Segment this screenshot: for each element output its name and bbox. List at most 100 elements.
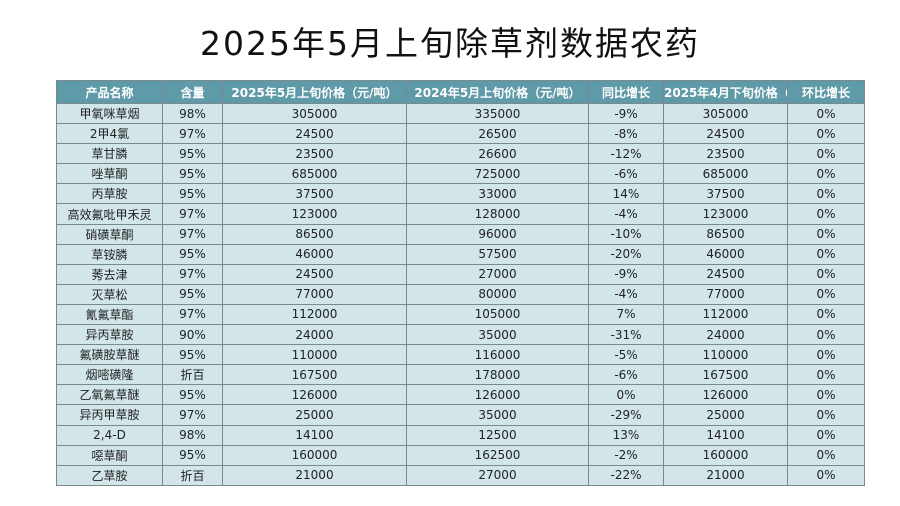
page-title: 2025年5月上旬除草剂数据农药	[200, 24, 700, 63]
cell-yoy-growth: -10%	[588, 223, 664, 245]
cell-price-2024-may-early: 128000	[406, 203, 589, 225]
cell-yoy-growth: -6%	[588, 163, 664, 185]
cell-price-2025-apr-late: 24000	[663, 324, 788, 346]
cell-content: 98%	[162, 102, 223, 125]
cell-content: 95%	[162, 243, 223, 265]
cell-mom-growth: 0%	[787, 324, 865, 346]
cell-yoy-growth: 13%	[588, 424, 664, 446]
cell-mom-growth: 0%	[787, 102, 865, 125]
cell-price-2025-may-early: 21000	[222, 464, 407, 486]
cell-mom-growth: 0%	[787, 123, 865, 145]
cell-content: 95%	[162, 283, 223, 305]
cell-price-2025-may-early: 24500	[222, 263, 407, 285]
cell-content: 折百	[162, 464, 223, 486]
cell-product-name: 灭草松	[56, 283, 163, 305]
cell-content: 95%	[162, 344, 223, 366]
cell-price-2024-may-early: 12500	[406, 424, 589, 446]
cell-mom-growth: 0%	[787, 223, 865, 245]
cell-content: 97%	[162, 223, 223, 245]
cell-content: 95%	[162, 384, 223, 406]
herbicide-price-table: 产品名称 含量 2025年5月上旬价格（元/吨） 2024年5月上旬价格（元/吨…	[56, 80, 865, 486]
cell-price-2025-may-early: 23500	[222, 143, 407, 165]
table-row: 异丙甲草胺 97% 25000 35000 -29% 25000 0%	[56, 404, 865, 426]
cell-price-2025-may-early: 77000	[222, 283, 407, 305]
cell-product-name: 乙草胺	[56, 464, 163, 486]
cell-price-2024-may-early: 80000	[406, 283, 589, 305]
cell-yoy-growth: 7%	[588, 303, 664, 326]
table-row: 乙氧氟草醚 95% 126000 126000 0% 126000 0%	[56, 384, 865, 406]
table-row: 草铵膦 95% 46000 57500 -20% 46000 0%	[56, 243, 865, 265]
cell-product-name: 氰氟草酯	[56, 303, 163, 326]
cell-price-2025-may-early: 25000	[222, 404, 407, 426]
cell-yoy-growth: -31%	[588, 324, 664, 346]
cell-product-name: 莠去津	[56, 263, 163, 285]
cell-product-name: 甲氧咪草烟	[56, 102, 163, 125]
cell-content: 95%	[162, 163, 223, 185]
header-price-2025-may-early: 2025年5月上旬价格（元/吨）	[222, 80, 407, 104]
cell-product-name: 丙草胺	[56, 183, 163, 205]
cell-price-2025-may-early: 685000	[222, 163, 407, 185]
cell-price-2025-apr-late: 24500	[663, 123, 788, 145]
cell-content: 97%	[162, 203, 223, 225]
cell-yoy-growth: -9%	[588, 102, 664, 125]
cell-price-2025-may-early: 167500	[222, 364, 407, 386]
cell-content: 95%	[162, 183, 223, 205]
cell-price-2025-apr-late: 305000	[663, 102, 788, 125]
header-price-2025-apr-late: 2025年4月下旬价格（元/吨）	[663, 80, 788, 104]
cell-mom-growth: 0%	[787, 203, 865, 225]
cell-mom-growth: 0%	[787, 364, 865, 386]
cell-product-name: 唑草酮	[56, 163, 163, 185]
cell-content: 97%	[162, 303, 223, 326]
cell-mom-growth: 0%	[787, 344, 865, 366]
cell-product-name: 噁草酮	[56, 444, 163, 466]
cell-price-2024-may-early: 105000	[406, 303, 589, 326]
table-row: 高效氟吡甲禾灵 97% 123000 128000 -4% 123000 0%	[56, 203, 865, 225]
table-row: 丙草胺 95% 37500 33000 14% 37500 0%	[56, 183, 865, 205]
table-row: 唑草酮 95% 685000 725000 -6% 685000 0%	[56, 163, 865, 185]
cell-mom-growth: 0%	[787, 424, 865, 446]
cell-mom-growth: 0%	[787, 303, 865, 326]
cell-content: 97%	[162, 123, 223, 145]
table-row: 硝磺草酮 97% 86500 96000 -10% 86500 0%	[56, 223, 865, 245]
cell-price-2024-may-early: 725000	[406, 163, 589, 185]
cell-product-name: 2,4-D	[56, 424, 163, 446]
cell-price-2025-apr-late: 112000	[663, 303, 788, 326]
cell-mom-growth: 0%	[787, 163, 865, 185]
table-row: 乙草胺 折百 21000 27000 -22% 21000 0%	[56, 464, 865, 486]
cell-price-2025-apr-late: 86500	[663, 223, 788, 245]
cell-product-name: 草铵膦	[56, 243, 163, 265]
cell-content: 折百	[162, 364, 223, 386]
table-row: 甲氧咪草烟 98% 305000 335000 -9% 305000 0%	[56, 102, 865, 125]
cell-yoy-growth: -4%	[588, 283, 664, 305]
cell-price-2025-may-early: 46000	[222, 243, 407, 265]
cell-price-2024-may-early: 126000	[406, 384, 589, 406]
table-row: 莠去津 97% 24500 27000 -9% 24500 0%	[56, 263, 865, 285]
cell-price-2025-apr-late: 23500	[663, 143, 788, 165]
cell-content: 97%	[162, 263, 223, 285]
cell-mom-growth: 0%	[787, 283, 865, 305]
cell-content: 90%	[162, 324, 223, 346]
cell-content: 95%	[162, 444, 223, 466]
cell-price-2024-may-early: 33000	[406, 183, 589, 205]
cell-price-2025-apr-late: 167500	[663, 364, 788, 386]
cell-price-2025-apr-late: 123000	[663, 203, 788, 225]
cell-yoy-growth: 0%	[588, 384, 664, 406]
cell-price-2025-apr-late: 14100	[663, 424, 788, 446]
cell-price-2025-apr-late: 126000	[663, 384, 788, 406]
table-row: 异丙草胺 90% 24000 35000 -31% 24000 0%	[56, 324, 865, 346]
cell-price-2025-apr-late: 685000	[663, 163, 788, 185]
table-row: 烟嘧磺隆 折百 167500 178000 -6% 167500 0%	[56, 364, 865, 386]
cell-content: 98%	[162, 424, 223, 446]
cell-product-name: 高效氟吡甲禾灵	[56, 203, 163, 225]
cell-price-2024-may-early: 162500	[406, 444, 589, 466]
header-mom-growth: 环比增长	[787, 80, 865, 104]
cell-price-2025-apr-late: 110000	[663, 344, 788, 366]
cell-price-2025-apr-late: 24500	[663, 263, 788, 285]
cell-product-name: 2甲4氯	[56, 123, 163, 145]
cell-mom-growth: 0%	[787, 143, 865, 165]
cell-price-2025-apr-late: 46000	[663, 243, 788, 265]
table-header-row: 产品名称 含量 2025年5月上旬价格（元/吨） 2024年5月上旬价格（元/吨…	[56, 80, 865, 104]
cell-price-2024-may-early: 35000	[406, 324, 589, 346]
table-row: 噁草酮 95% 160000 162500 -2% 160000 0%	[56, 444, 865, 466]
cell-price-2024-may-early: 116000	[406, 344, 589, 366]
